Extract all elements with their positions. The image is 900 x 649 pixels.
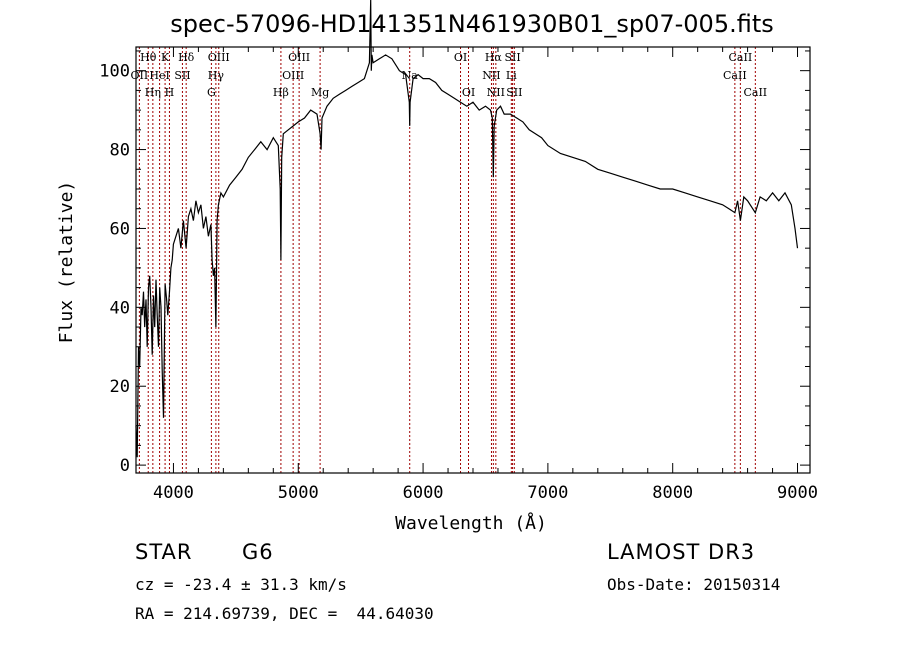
x-tick-label-5: 9000	[777, 483, 818, 503]
line-label-14: Mg	[311, 86, 329, 99]
x-tick-label-0: 4000	[153, 483, 194, 503]
line-label-25: CaII	[729, 51, 753, 64]
x-tick-label-4: 8000	[652, 483, 693, 503]
y-tick-label-0: 0	[120, 456, 130, 476]
line-label-0: OII	[131, 69, 149, 82]
line-label-23: SII	[506, 86, 522, 99]
line-label-10: OIII	[208, 51, 230, 64]
y-axis-label: Flux (relative)	[56, 181, 77, 344]
spectrum-series-line	[135, 0, 799, 458]
line-label-6: SII	[174, 69, 190, 82]
line-label-16: OI	[454, 51, 467, 64]
line-label-12: OIII	[282, 69, 304, 82]
y-tick-label-4: 80	[110, 141, 130, 161]
x-axis-label: Wavelength (Å)	[395, 512, 547, 534]
coordinates: RA = 214.69739, DEC = 44.64030	[135, 604, 434, 623]
survey-name: LAMOST DR3	[607, 540, 756, 564]
line-label-3: HeI	[149, 69, 169, 82]
redshift-cz: cz = -23.4 ± 31.3 km/s	[135, 575, 347, 594]
chart-title: spec-57096-HD141351N461930B01_sp07-005.f…	[170, 10, 774, 38]
y-tick-label-3: 60	[110, 219, 130, 239]
line-label-20: NII	[487, 86, 505, 99]
line-label-26: CaII	[743, 86, 767, 99]
line-label-18: NII	[482, 69, 500, 82]
line-label-21: Li	[506, 69, 517, 82]
object-subclass: G6	[242, 540, 274, 564]
line-label-9: Hγ	[208, 69, 225, 82]
y-tick-label-2: 40	[110, 298, 130, 318]
observation-date: Obs-Date: 20150314	[607, 575, 781, 594]
spectral-line-labels: OII Hθ Hη HeI K H SII Hδ G Hγ OIII Hβ OIII OIII Mg Na OI…	[131, 51, 768, 99]
line-label-15: Na	[402, 69, 419, 82]
line-label-7: Hδ	[178, 51, 195, 64]
line-label-17: OI	[462, 86, 475, 99]
y-tick-label-1: 20	[110, 377, 130, 397]
object-class: STAR	[135, 540, 193, 564]
x-axis-ticks: 4000 5000 6000 7000 8000 9000	[153, 47, 818, 503]
plot-frame	[135, 46, 811, 474]
line-label-5: H	[165, 86, 175, 99]
line-label-24: CaII	[723, 69, 747, 82]
x-tick-label-1: 5000	[278, 483, 319, 503]
line-label-13: OIII	[288, 51, 310, 64]
line-label-1: Hθ	[140, 51, 157, 64]
line-label-11: Hβ	[273, 86, 289, 99]
line-label-22: SII	[504, 51, 520, 64]
y-tick-label-5: 100	[99, 62, 130, 82]
x-tick-label-2: 6000	[403, 483, 444, 503]
x-tick-label-3: 7000	[527, 483, 568, 503]
line-label-4: K	[161, 51, 170, 64]
line-label-19: Hα	[485, 51, 503, 64]
y-axis-ticks: 0 20 40 60 80 100	[99, 50, 810, 476]
spectral-line-markers	[138, 47, 756, 473]
line-label-2: Hη	[145, 86, 161, 99]
line-label-8: G	[207, 86, 216, 99]
